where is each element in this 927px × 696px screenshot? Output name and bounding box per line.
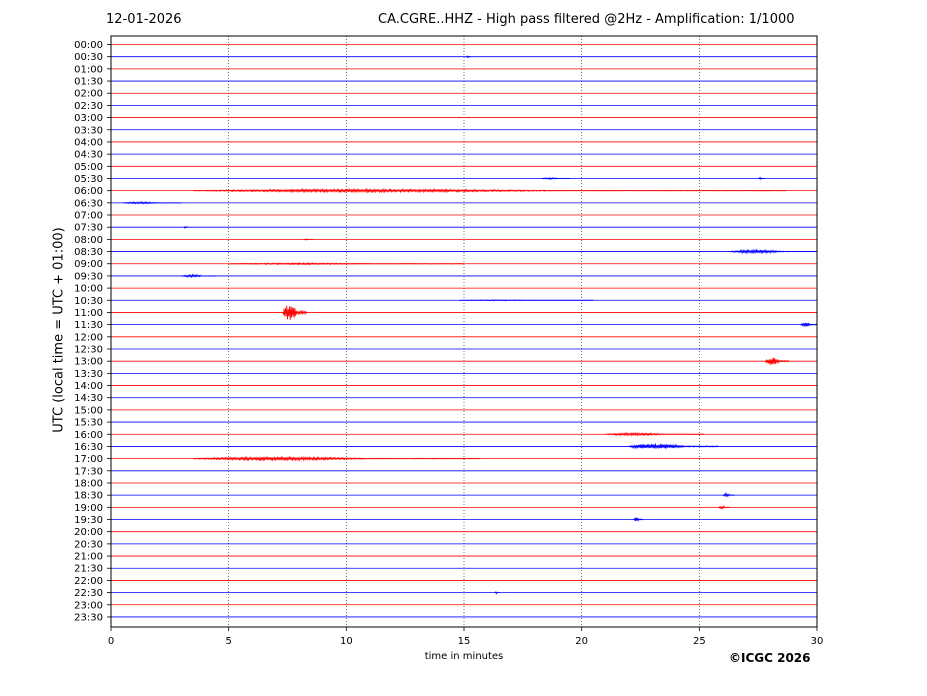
seismic-event-08:00 [303, 238, 314, 241]
chart-date: 12-01-2026 [106, 12, 182, 27]
x-tick-label: 25 [693, 636, 706, 647]
row-label: 14:00 [74, 381, 103, 392]
row-label: 18:30 [74, 491, 103, 502]
seismic-event-08:30 [729, 248, 818, 255]
seismic-event-17:00 [193, 455, 481, 462]
row-label: 20:00 [74, 527, 103, 538]
row-label: 10:00 [74, 284, 103, 295]
row-label: 06:30 [74, 198, 103, 209]
row-label: 02:30 [74, 101, 103, 112]
seismic-event-13:00 [764, 357, 790, 365]
copyright-text: ©ICGC 2026 [729, 651, 811, 665]
x-tick-label: 0 [108, 636, 114, 647]
row-label: 10:30 [74, 296, 103, 307]
row-label: 23:30 [74, 612, 103, 623]
row-label: 08:00 [74, 235, 103, 246]
row-label: 04:00 [74, 137, 103, 148]
row-label: 05:00 [74, 162, 103, 173]
seismic-event-06:30 [122, 200, 182, 205]
seismic-event-05:30 [758, 176, 766, 181]
row-label: 16:00 [74, 430, 103, 441]
seismic-event-11:00 [282, 305, 307, 321]
row-label: 11:00 [74, 308, 103, 319]
seismic-event-00:30 [466, 55, 472, 59]
x-axis-label: time in minutes [424, 651, 504, 662]
row-label: 17:00 [74, 454, 103, 465]
row-label: 13:30 [74, 369, 103, 380]
seismic-event-05:30 [541, 176, 570, 181]
plot-frame [110, 35, 818, 628]
row-label: 20:30 [74, 539, 103, 550]
row-label: 12:30 [74, 345, 103, 356]
row-label: 06:00 [74, 186, 103, 197]
row-label: 09:00 [74, 259, 103, 270]
x-tick-label: 20 [575, 636, 588, 647]
row-label: 21:00 [74, 552, 103, 563]
row-label: 22:30 [74, 588, 103, 599]
seismic-event-09:30 [181, 273, 218, 279]
seismic-event-19:30 [633, 517, 644, 523]
row-label: 05:30 [74, 174, 103, 185]
row-label: 01:30 [74, 77, 103, 88]
row-label: 02:00 [74, 89, 103, 100]
row-label: 14:30 [74, 393, 103, 404]
seismic-event-16:30 [628, 443, 719, 450]
x-tick-label: 15 [458, 636, 471, 647]
row-label: 19:30 [74, 515, 103, 526]
seismic-event-11:30 [800, 322, 818, 327]
row-label: 15:30 [74, 418, 103, 429]
row-label: 08:30 [74, 247, 103, 258]
seismic-event-09:00 [228, 262, 465, 266]
x-tick-label: 5 [225, 636, 231, 647]
row-label: 09:30 [74, 271, 103, 282]
row-label: 23:00 [74, 600, 103, 611]
row-label: 21:30 [74, 564, 103, 575]
row-label: 15:00 [74, 405, 103, 416]
row-label: 00:00 [74, 40, 103, 51]
row-label: 12:00 [74, 332, 103, 343]
row-label: 17:30 [74, 466, 103, 477]
seismic-event-06:00 [193, 187, 787, 194]
x-tick-label: 10 [340, 636, 353, 647]
row-label: 18:00 [74, 478, 103, 489]
row-label: 19:00 [74, 503, 103, 514]
row-label: 04:30 [74, 150, 103, 161]
row-label: 13:00 [74, 357, 103, 368]
seismic-event-19:00 [717, 505, 731, 510]
seismic-event-22:30 [494, 590, 500, 595]
row-label: 07:30 [74, 223, 103, 234]
seismic-event-07:30 [183, 225, 189, 229]
x-tick-label: 30 [811, 636, 824, 647]
seismic-event-16:00 [605, 431, 705, 437]
row-label: 11:30 [74, 320, 103, 331]
row-label: 00:30 [74, 52, 103, 63]
row-label: 22:00 [74, 576, 103, 587]
row-label: 03:30 [74, 125, 103, 136]
row-label: 01:00 [74, 64, 103, 75]
seismic-event-10:30 [459, 299, 594, 302]
chart-title: CA.CGRE..HHZ - High pass filtered @2Hz -… [378, 12, 795, 27]
seismic-event-18:30 [722, 492, 735, 498]
row-label: 16:30 [74, 442, 103, 453]
row-label: 03:00 [74, 113, 103, 124]
row-label: 07:00 [74, 211, 103, 222]
